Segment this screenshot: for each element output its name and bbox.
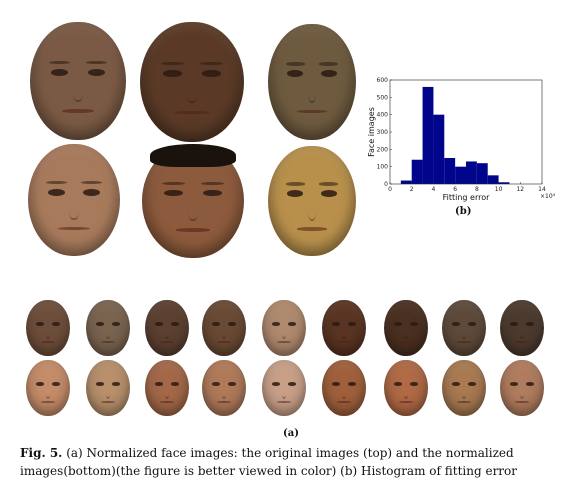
y-tick-label: 200	[377, 146, 389, 153]
y-tick-label: 500	[377, 94, 389, 101]
small-face-original-8	[442, 300, 486, 356]
histogram-bar	[455, 166, 466, 184]
y-tick-label: 100	[377, 164, 389, 171]
small-face-normalized-7	[384, 360, 428, 416]
x-tick-label: 8	[475, 186, 479, 193]
histogram-bar	[433, 114, 445, 184]
small-face-normalized-2	[86, 360, 130, 416]
small-face-original-1	[26, 300, 70, 356]
small-face-original-4	[202, 300, 246, 356]
figure-caption: Fig. 5. (a) Normalized face images: the …	[20, 444, 552, 480]
x-tick-label: 0	[388, 186, 392, 193]
x-tick-label: 2	[410, 186, 414, 193]
large-face-normalized-1	[28, 144, 120, 256]
small-face-normalized-8	[442, 360, 486, 416]
large-face-normalized-3	[268, 146, 356, 256]
y-axis-title: Face images	[367, 107, 376, 157]
large-face-original-1	[30, 22, 126, 140]
small-face-normalized-5	[262, 360, 306, 416]
x-tick-label: 4	[432, 186, 436, 193]
caption-text: (a) Normalized face images: the original…	[20, 446, 518, 478]
small-face-original-7	[384, 300, 428, 356]
histogram-bar	[476, 163, 488, 184]
small-face-normalized-9	[500, 360, 544, 416]
small-face-original-9	[500, 300, 544, 356]
y-tick-label: 400	[377, 112, 389, 119]
histogram-bar	[411, 159, 423, 184]
small-face-normalized-1	[26, 360, 70, 416]
histogram-bar	[422, 86, 434, 184]
large-face-original-3	[268, 24, 356, 140]
histogram-bar	[466, 161, 477, 184]
x-tick-label: 6	[453, 186, 457, 193]
small-face-original-2	[86, 300, 130, 356]
x-tick-label: 10	[495, 186, 503, 193]
x-tick-label: 14	[538, 186, 546, 193]
y-tick-label: 300	[377, 129, 389, 136]
large-face-normalized-2	[142, 144, 244, 258]
x-tick-label: 12	[516, 186, 524, 193]
panel-a-label: (a)	[283, 428, 299, 439]
small-face-original-5	[262, 300, 306, 356]
figure-number: Fig. 5.	[20, 446, 63, 460]
small-face-original-3	[145, 300, 189, 356]
large-face-original-2	[140, 22, 244, 142]
histogram-bar	[487, 175, 499, 184]
small-face-normalized-6	[322, 360, 366, 416]
histogram-svg: 0 2 4 6 8 10 12 14 0 100 200 300 400 500 600 Fitting er…	[367, 77, 556, 202]
x-axis-title: Fitting error	[443, 193, 491, 202]
small-face-normalized-4	[202, 360, 246, 416]
histogram-bar	[400, 180, 412, 184]
histogram-bar	[498, 182, 510, 184]
panel-b-label: (b)	[455, 206, 472, 217]
x-scale-label: ×10⁴	[540, 193, 556, 200]
histogram-bar	[444, 158, 456, 184]
small-face-original-6	[322, 300, 366, 356]
fitting-error-histogram: 0 2 4 6 8 10 12 14 0 100 200 300 400 500 600 Fitting er…	[366, 74, 556, 224]
small-face-normalized-3	[145, 360, 189, 416]
y-tick-label: 0	[384, 181, 388, 188]
y-tick-label: 600	[377, 77, 389, 84]
